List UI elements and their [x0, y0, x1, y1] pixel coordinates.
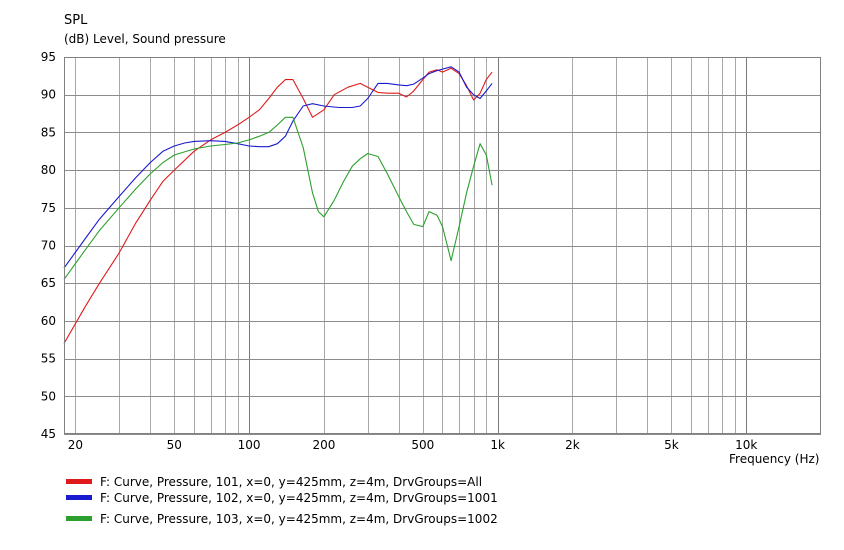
- legend-swatch-101: [66, 479, 92, 484]
- y-tick-label: 55: [41, 352, 56, 366]
- y-tick-label: 60: [41, 314, 56, 328]
- y-tick-label: 80: [41, 163, 56, 177]
- x-tick-labels: 20 50 100 200 500 1k 2k 5k 10k: [68, 438, 758, 452]
- y-tick-label: 85: [41, 125, 56, 139]
- legend-label-102: F: Curve, Pressure, 102, x=0, y=425mm, z…: [100, 491, 498, 505]
- series-lines: [63, 66, 493, 344]
- legend-swatch-102: [66, 495, 92, 500]
- x-tick-label: 5k: [664, 438, 679, 452]
- minor-gridlines: [75, 57, 736, 434]
- x-tick-label: 50: [167, 438, 182, 452]
- y-tick-labels: 45 50 55 60 65 70 75 80 85 90 95: [41, 50, 56, 441]
- series-line-1: [63, 67, 493, 344]
- x-tick-label: 500: [411, 438, 434, 452]
- x-tick-label: 2k: [565, 438, 580, 452]
- plot-frame: [64, 57, 821, 434]
- y-tick-label: 75: [41, 201, 56, 215]
- y-tick-label: 95: [41, 50, 56, 64]
- y-tick-label: 65: [41, 276, 56, 290]
- chart-title: SPL: [64, 13, 88, 28]
- x-tick-label: 10k: [735, 438, 757, 452]
- y-tick-label: 90: [41, 88, 56, 102]
- legend-swatch-103: [66, 516, 92, 521]
- y-tick-label: 50: [41, 389, 56, 403]
- series-line-3: [63, 116, 493, 280]
- series-line-2: [63, 66, 493, 269]
- legend-label-103: F: Curve, Pressure, 103, x=0, y=425mm, z…: [100, 512, 498, 526]
- x-tick-label: 20: [68, 438, 83, 452]
- x-axis-label: Frequency (Hz): [729, 452, 820, 466]
- y-tick-label: 70: [41, 239, 56, 253]
- y-tick-label: 45: [41, 427, 56, 441]
- x-tick-label: 100: [238, 438, 261, 452]
- x-tick-label: 200: [312, 438, 335, 452]
- legend-label-101: F: Curve, Pressure, 101, x=0, y=425mm, z…: [100, 475, 483, 489]
- chart-subtitle: (dB) Level, Sound pressure: [64, 32, 226, 46]
- x-tick-label: 1k: [490, 438, 505, 452]
